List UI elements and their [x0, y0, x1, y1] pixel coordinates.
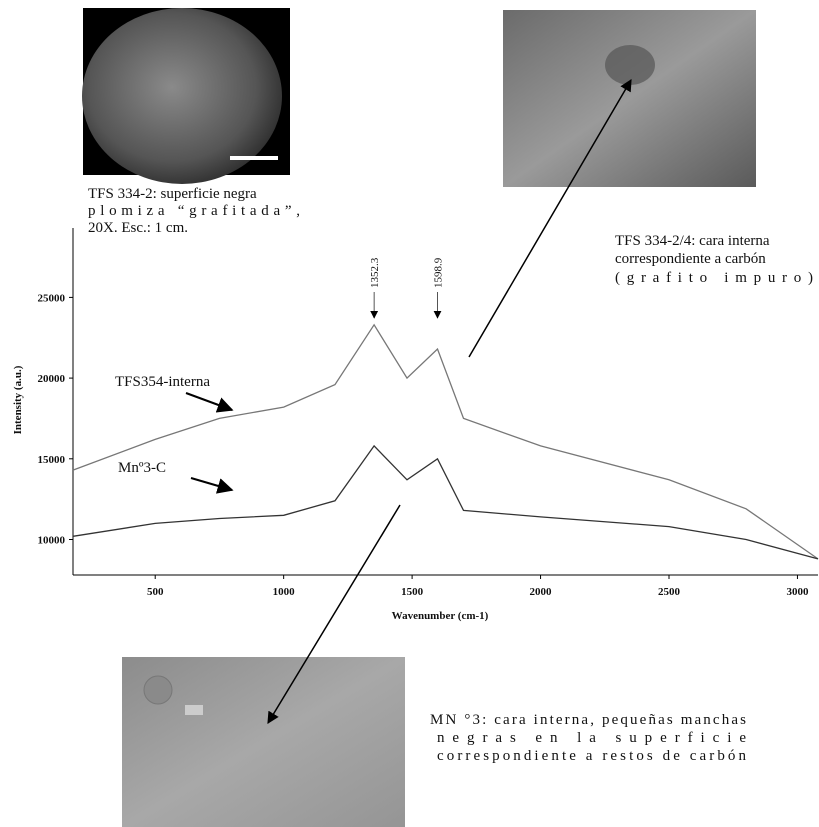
series-label: Mnº3-C [118, 460, 166, 476]
y-tick-label: 10000 [38, 534, 66, 546]
y-tick-label: 15000 [38, 454, 66, 466]
series-line [73, 446, 818, 559]
peak-label: 1352.3 [369, 257, 381, 288]
peak-label: 1598.9 [433, 257, 445, 288]
y-axis-title: Intensity (a.u.) [12, 365, 24, 434]
caption-line: 20X. Esc.: 1 cm. [88, 220, 188, 236]
photo-top-right [503, 10, 756, 187]
x-tick-label: 1000 [273, 586, 296, 598]
series-line [73, 325, 818, 559]
x-tick-label: 1500 [401, 586, 424, 598]
figure: TFS 334-2: superficie negra plomiza “gra… [0, 0, 819, 827]
caption-line: (grafito impuro) [615, 270, 813, 286]
caption-line: plomiza “grafitada”, [88, 203, 300, 219]
x-tick-label: 500 [147, 586, 164, 598]
y-tick-label: 20000 [38, 373, 66, 385]
caption-line: TFS 334-2/4: cara interna [615, 233, 770, 249]
page: TFS 334-2: superficie negra plomiza “gra… [0, 0, 819, 827]
x-tick-label: 2500 [658, 586, 681, 598]
caption-line: TFS 334-2: superficie negra [88, 186, 257, 202]
x-axis-title: Wavenumber (cm-1) [392, 610, 489, 622]
series-label: TFS354-interna [115, 374, 210, 390]
photo-bottom [122, 657, 405, 827]
caption-line: negras en la superficie [437, 730, 746, 746]
x-tick-label: 3000 [786, 586, 809, 598]
label-arrow [186, 393, 232, 410]
caption-bottom: MN °3: cara interna, pequeñas manchas ne… [430, 712, 747, 764]
photo-top-left [82, 8, 290, 184]
caption-line: correspondiente a restos de carbón [437, 748, 747, 764]
caption-line: correspondiente a carbón [615, 251, 766, 267]
x-tick-label: 2000 [530, 586, 553, 598]
caption-top-right: TFS 334-2/4: cara interna correspondient… [615, 233, 813, 286]
y-tick-label: 25000 [38, 292, 66, 304]
caption-top-left: TFS 334-2: superficie negra plomiza “gra… [88, 186, 300, 236]
label-arrow [191, 478, 232, 490]
caption-line: MN °3: cara interna, pequeñas manchas [430, 712, 746, 728]
